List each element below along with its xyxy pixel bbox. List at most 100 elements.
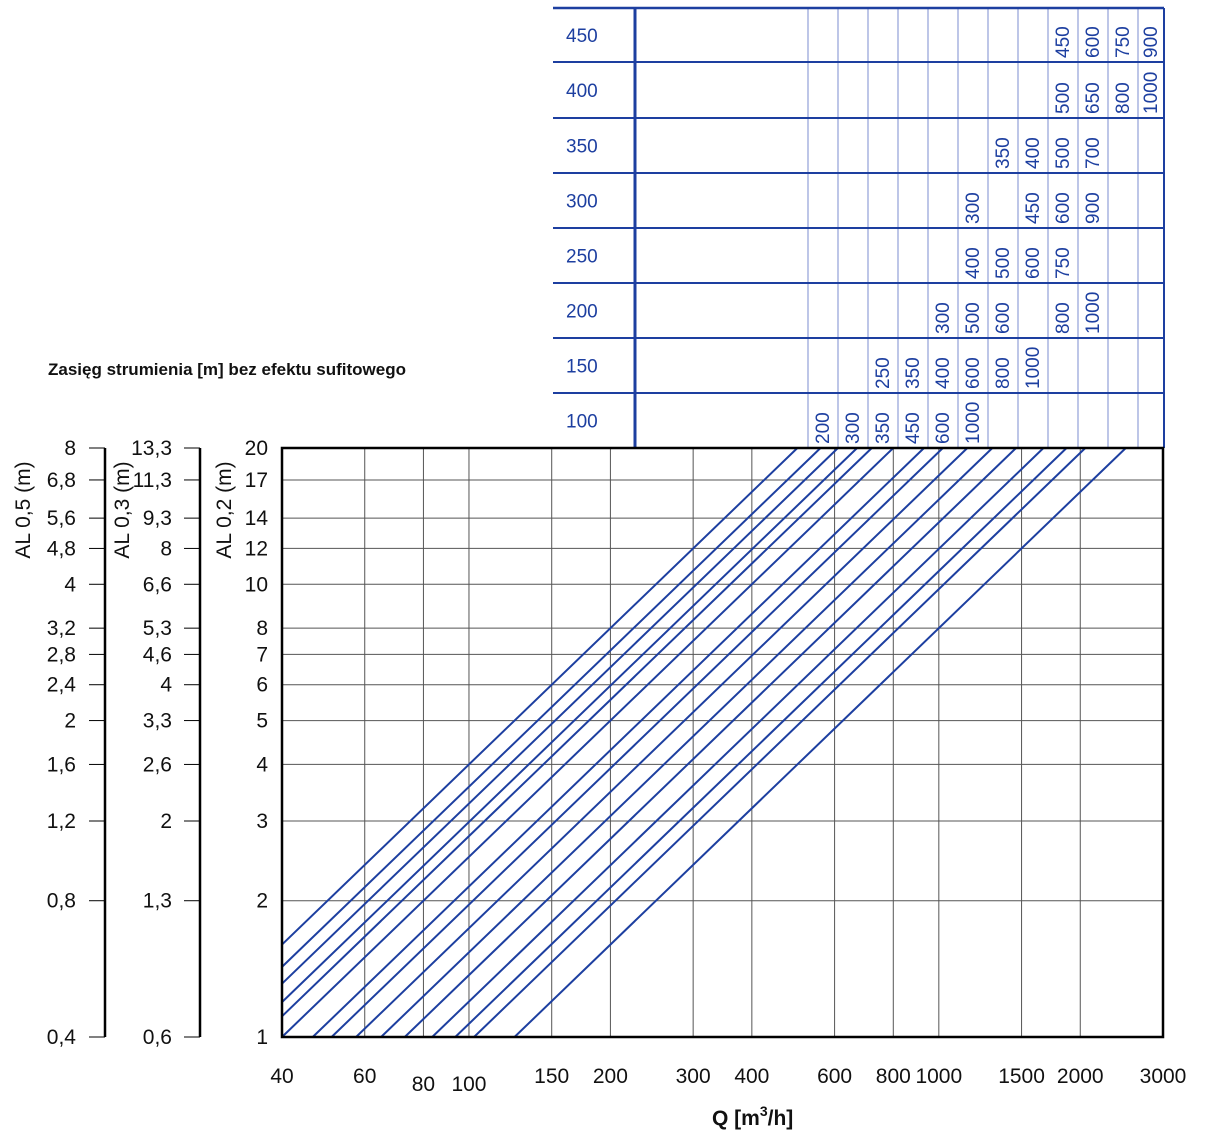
table-size-label: 250: [566, 247, 598, 268]
table-cell-value: 650: [1083, 82, 1104, 114]
x-tick-label: 1000: [915, 1065, 962, 1088]
x-tick-label: 200: [593, 1065, 628, 1088]
table-cell-value: 450: [1023, 192, 1044, 224]
table-size-label: 100: [566, 412, 598, 433]
x-tick-label: 800: [876, 1065, 911, 1088]
y-tick-label: 1,3: [143, 890, 172, 913]
series-lines: [281, 447, 1127, 1038]
y-tick-label: 1,2: [47, 810, 76, 833]
table-size-label: 450: [566, 26, 598, 47]
y-tick-label: 8: [256, 617, 268, 640]
table-cell-value: 1000: [1083, 292, 1104, 334]
series-line: [281, 447, 839, 985]
series-line: [513, 447, 1127, 1038]
plot-frame: [280, 446, 1165, 1039]
y-tick-label: 4: [160, 674, 172, 697]
x-tick-label: 40: [270, 1065, 293, 1088]
x-axis-label: Q [m3/h]: [712, 1103, 793, 1130]
table-cell-value: 450: [903, 412, 924, 444]
x-tick-label: 600: [817, 1065, 852, 1088]
y-tick-label: 12: [245, 537, 268, 560]
table-cell-value: 500: [963, 302, 984, 334]
y-tick-label: 0,8: [47, 890, 76, 913]
y-tick-label: 2,8: [47, 643, 76, 666]
y-tick-label: 8: [160, 537, 172, 560]
y-tick-label: 1,6: [47, 753, 76, 776]
table-cell-value: 900: [1083, 192, 1104, 224]
y-axes: 8 6,8 5,6 4,8 4 3,2 2,8 2,4 2 1,6 1,2 0,8 0,4 AL 0,5 …: [12, 437, 268, 1049]
x-tick-label: 80: [412, 1073, 435, 1096]
y-tick-label: 4: [64, 573, 76, 596]
table-cell-value: 300: [963, 192, 984, 224]
table-cell-value: 300: [933, 302, 954, 334]
table-cell-value: 500: [1053, 82, 1074, 114]
damper-size-table: 450 450 600 750 900 400 500 650 800 1000 350 350 400…: [553, 6, 1165, 448]
table-size-label: 350: [566, 137, 598, 158]
y-tick-label: 3,2: [47, 617, 76, 640]
x-tick-label: 60: [353, 1065, 376, 1088]
y-tick-label: 0,6: [143, 1026, 172, 1049]
y-tick-label: 5,6: [47, 507, 76, 530]
y-axis-title: AL 0,2 (m): [213, 461, 236, 558]
table-cell-value: 350: [873, 412, 894, 444]
series-line: [355, 447, 969, 1038]
table-cell-value: 600: [993, 302, 1014, 334]
series-line: [404, 447, 1017, 1038]
series-line: [330, 447, 944, 1038]
series-line: [431, 447, 1045, 1038]
table-size-label: 400: [566, 81, 598, 102]
y-tick-label: 5,3: [143, 617, 172, 640]
chart-title: Zasięg strumienia [m] bez efektu sufitow…: [48, 360, 406, 379]
y-tick-label: 13,3: [131, 437, 172, 460]
x-tick-label: 1500: [998, 1065, 1045, 1088]
y-tick-label: 2: [160, 810, 172, 833]
table-size-label: 200: [566, 302, 598, 323]
y-tick-label: 0,4: [47, 1026, 77, 1049]
y-tick-label: 7: [256, 643, 268, 666]
y-tick-label: 3: [256, 810, 268, 833]
table-cell-value: 1000: [963, 402, 984, 444]
y-tick-label: 17: [245, 469, 268, 492]
y-tick-label: 8: [64, 437, 76, 460]
y-tick-label: 10: [245, 573, 268, 596]
series-line: [312, 447, 925, 1038]
series-line: [281, 447, 873, 1018]
table-cell-value: 500: [1053, 137, 1074, 169]
table-cell-value: 500: [993, 247, 1014, 279]
table-size-label: 300: [566, 192, 598, 213]
table-cell-value: 600: [933, 412, 954, 444]
table-cell-value: 800: [1113, 82, 1134, 114]
x-axis-ticks: 40 60 80 100 150 200 300 400 600 800 1000 1500 2000 3…: [270, 1065, 1186, 1096]
series-line: [454, 447, 1068, 1038]
table-cell-value: 800: [1053, 302, 1074, 334]
table-cell-value: 750: [1053, 247, 1074, 279]
y-tick-label: 3,3: [143, 710, 172, 733]
y-tick-label: 9,3: [143, 507, 172, 530]
series-line: [473, 447, 1086, 1038]
table-cell-value: 1000: [1023, 347, 1044, 389]
x-tick-label: 400: [734, 1065, 769, 1088]
y-tick-label: 6,8: [47, 469, 76, 492]
y-tick-label: 2,6: [143, 753, 172, 776]
table-cell-value: 600: [1053, 192, 1074, 224]
y-tick-label: 2,4: [47, 674, 77, 697]
table-cell-value: 900: [1141, 26, 1162, 58]
table-cell-value: 350: [903, 357, 924, 389]
x-tick-label: 3000: [1140, 1065, 1187, 1088]
x-tick-label: 100: [451, 1073, 486, 1096]
y-axis-title: AL 0,3 (m): [111, 461, 134, 558]
plot-border: [280, 446, 1165, 1039]
table-cell-value: 800: [993, 357, 1014, 389]
y-tick-label: 20: [245, 437, 268, 460]
table-cell-value: 250: [873, 357, 894, 389]
table-cell-value: 700: [1083, 137, 1104, 169]
y-tick-label: 5: [256, 710, 268, 733]
table-size-label: 150: [566, 357, 598, 378]
y-axis-title: AL 0,5 (m): [12, 461, 35, 558]
table-cell-value: 400: [963, 247, 984, 279]
y-tick-label: 6,6: [143, 573, 172, 596]
table-cell-value: 400: [933, 357, 954, 389]
table-cell-value: 350: [993, 137, 1014, 169]
table-cell-value: 400: [1023, 137, 1044, 169]
